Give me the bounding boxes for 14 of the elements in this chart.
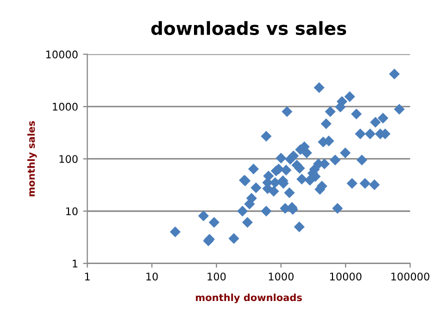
y-tick-label: 1000 <box>52 102 78 111</box>
x-tick-label: 1000 <box>268 272 294 280</box>
x-axis-title: monthly downloads <box>196 294 302 304</box>
x-tick-label: 1 <box>85 272 90 280</box>
y-axis-title: monthly sales <box>27 121 37 196</box>
x-tick-label: 10000 <box>330 272 362 280</box>
chart-title: downloads vs sales <box>151 21 346 36</box>
y-tick-label: 100 <box>60 155 78 163</box>
y-tick-label: 10 <box>66 207 78 216</box>
y-tick-label: 1 <box>72 260 78 268</box>
y-tick-label: 10000 <box>46 50 78 58</box>
x-tick-label: 100 <box>208 272 226 280</box>
x-tick-label: 10 <box>146 272 158 280</box>
x-tick-label: 100000 <box>391 272 430 280</box>
